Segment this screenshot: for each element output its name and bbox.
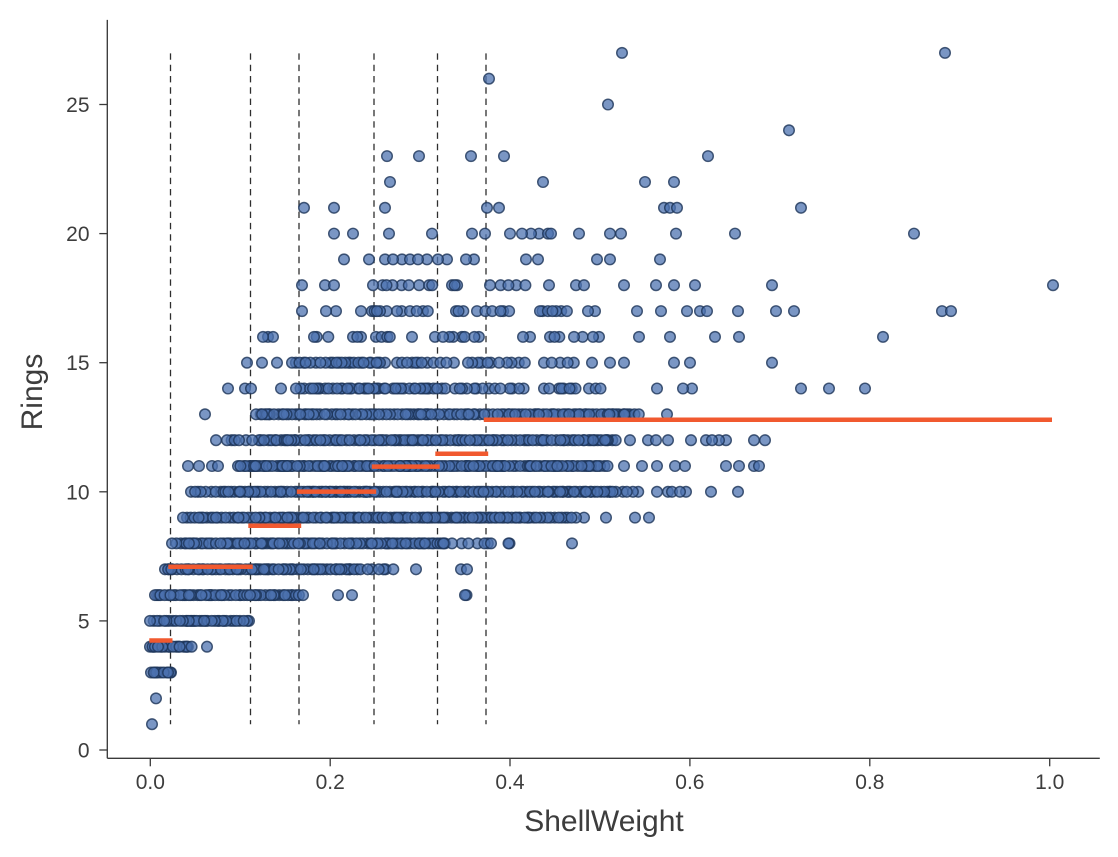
svg-text:0.8: 0.8 — [855, 771, 884, 794]
svg-text:25: 25 — [66, 94, 89, 117]
svg-text:0.0: 0.0 — [136, 771, 165, 794]
svg-text:ShellWeight: ShellWeight — [524, 805, 684, 838]
svg-text:20: 20 — [66, 223, 89, 246]
svg-text:0: 0 — [78, 740, 90, 763]
svg-text:5: 5 — [78, 610, 90, 633]
svg-text:10: 10 — [66, 481, 89, 504]
svg-text:Rings: Rings — [16, 354, 49, 431]
svg-text:15: 15 — [66, 352, 89, 375]
svg-text:0.4: 0.4 — [495, 771, 525, 794]
svg-text:1.0: 1.0 — [1035, 771, 1064, 794]
svg-text:0.6: 0.6 — [675, 771, 704, 794]
svg-text:0.2: 0.2 — [316, 771, 345, 794]
